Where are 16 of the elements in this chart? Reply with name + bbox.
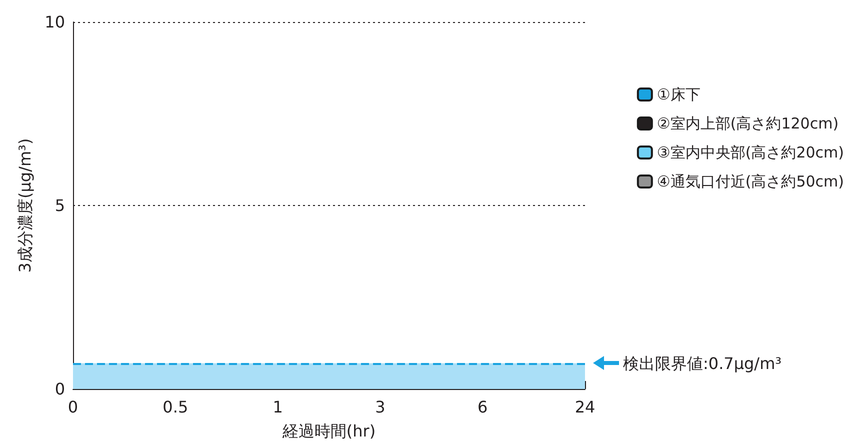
y-tick-label: 5	[54, 196, 65, 215]
y-tick-label: 10	[44, 12, 65, 32]
x-axis-title: 経過時間(hr)	[281, 422, 376, 440]
y-tick-label: 0	[54, 380, 65, 398]
x-tick-label: 24	[574, 398, 596, 416]
y-axis-title: 3成分濃度(μg/m³)	[16, 138, 34, 273]
legend-label: ④通気口付近(高さ約50cm)	[656, 172, 844, 190]
x-tick-label: 1	[272, 398, 283, 416]
x-tick-label: 6	[478, 398, 488, 416]
x-tick-label: 0.5	[162, 398, 188, 416]
legend-label: ③室内中央部(高さ約20cm)	[656, 144, 844, 162]
legend-label: ②室内上部(高さ約120cm)	[656, 114, 839, 132]
ref-line-label: 検出限界値:0.7μg/m³	[623, 354, 782, 373]
x-tick-label: 3	[375, 398, 386, 416]
x-tick-label: 0	[68, 398, 78, 416]
legend-label: ①床下	[656, 86, 700, 104]
